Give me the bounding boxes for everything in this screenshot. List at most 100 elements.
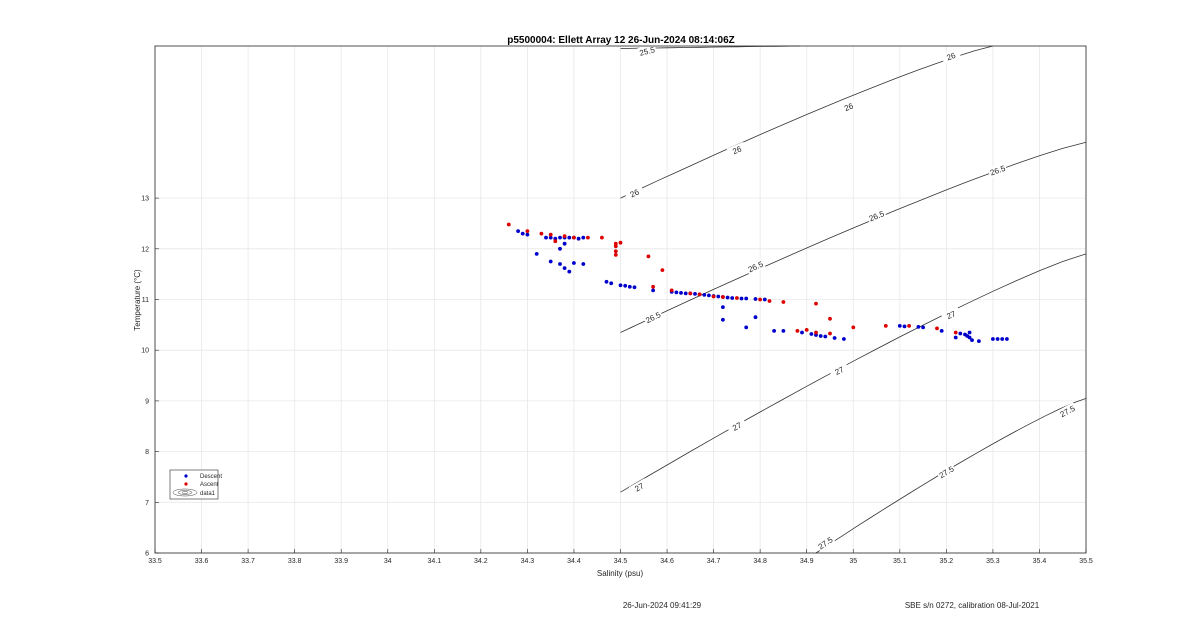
point-ascent [795, 329, 800, 333]
footer-timestamp: 26-Jun-2024 09:41:29 [623, 601, 702, 610]
point-ascent [804, 328, 809, 332]
contour-label-bg [745, 258, 766, 275]
point-ascent [651, 284, 655, 289]
legend: Descent Ascent data1 [169, 469, 222, 500]
y-tick-label: 6 [145, 551, 149, 558]
point-ascent [907, 324, 911, 328]
y-axis-label: Temperature (°C) [133, 269, 142, 331]
legend-label-data1: data1 [200, 491, 216, 497]
point-ascent [618, 240, 623, 245]
x-tick-label: 34.8 [753, 558, 767, 565]
x-tick-label: 35.2 [940, 558, 954, 565]
point-ascent [613, 244, 618, 249]
x-tick-label: 34.4 [567, 558, 581, 565]
point-descent [562, 266, 567, 270]
point-descent [548, 235, 553, 240]
point-ascent [586, 235, 590, 240]
point-descent [721, 317, 725, 322]
point-descent [581, 235, 586, 240]
x-tick-label: 35.5 [1079, 558, 1093, 565]
point-descent [707, 293, 711, 298]
contour-label-bg [637, 44, 657, 59]
x-tick-label: 35.3 [986, 558, 1000, 565]
point-ascent [814, 330, 818, 335]
point-descent [939, 329, 944, 333]
point-descent [558, 235, 562, 240]
point-descent [832, 336, 837, 340]
point-ascent [697, 292, 702, 297]
y-tick-label: 10 [141, 348, 149, 355]
point-ascent [548, 232, 553, 237]
point-descent [818, 334, 823, 338]
point-ascent [781, 300, 786, 304]
contour-label-bg [1057, 402, 1078, 420]
contour-label: 26 [629, 187, 641, 199]
x-tick-label: 33.5 [148, 558, 162, 565]
x-tick-label: 34.6 [660, 558, 674, 565]
x-tick-label: 35.1 [893, 558, 907, 565]
legend-contour-icon [172, 488, 198, 497]
point-descent [823, 334, 828, 339]
x-tick-label: 35 [849, 558, 857, 565]
point-descent [897, 324, 902, 328]
contour-line [620, 253, 1087, 493]
point-descent [567, 269, 572, 274]
point-descent [842, 337, 846, 341]
point-descent [730, 296, 735, 300]
point-descent [674, 290, 679, 295]
point-descent [744, 296, 749, 301]
x-tick-label: 34.9 [800, 558, 814, 565]
x-tick-label: 34.2 [474, 558, 488, 565]
point-ascent [758, 297, 762, 302]
point-descent [991, 337, 995, 341]
point-descent [809, 332, 814, 336]
point-descent [958, 331, 963, 336]
point-descent [693, 292, 697, 296]
point-ascent [688, 291, 693, 296]
contour-label-bg [628, 478, 650, 496]
x-tick-label: 34.3 [521, 558, 535, 565]
point-descent [781, 329, 786, 333]
point-ascent [735, 296, 739, 300]
legend-box [169, 469, 219, 500]
y-tick-label: 11 [142, 297, 149, 304]
contour-label: 26 [731, 144, 743, 156]
point-descent [534, 252, 539, 256]
legend-label-ascent: Ascent [200, 482, 219, 488]
contour-label-bg [829, 362, 850, 379]
contour-label-bg [815, 533, 836, 553]
contour-label-bg [726, 141, 748, 159]
point-descent [739, 296, 744, 301]
point-descent [902, 324, 907, 329]
x-tick-label: 35.4 [1033, 558, 1047, 565]
point-descent [623, 283, 628, 288]
point-descent [725, 295, 730, 300]
data-points [506, 222, 1009, 343]
point-descent [967, 330, 972, 335]
x-tick-label: 34.1 [427, 558, 441, 565]
point-descent [548, 259, 553, 264]
point-descent [762, 297, 767, 302]
point-descent [558, 246, 562, 251]
point-ascent [814, 301, 818, 306]
point-ascent [721, 295, 725, 299]
contour-label-bg [624, 184, 645, 202]
x-axis: 33.5 33.6 33.7 33.8 33.9 34 34.1 34.2 34.3 34.4 34… [148, 549, 1093, 565]
contour-label-bg [838, 98, 859, 115]
point-ascent [613, 241, 618, 246]
contour-line [620, 141, 1087, 333]
y-tick-label: 7 [145, 500, 149, 507]
point-descent [651, 288, 655, 293]
legend-contour-icon-core [181, 491, 189, 494]
point-descent [525, 232, 530, 237]
chart-title: p5500004: Ellett Array 12 26-Jun-2024 08… [507, 35, 735, 46]
point-descent [516, 229, 520, 234]
point-ascent [935, 326, 939, 331]
point-ascent [562, 234, 567, 239]
point-descent [800, 330, 804, 335]
point-ascent [539, 231, 544, 236]
contour-label-bg [987, 162, 1008, 178]
y-tick-label: 13 [141, 196, 149, 203]
contour-line [620, 45, 994, 199]
